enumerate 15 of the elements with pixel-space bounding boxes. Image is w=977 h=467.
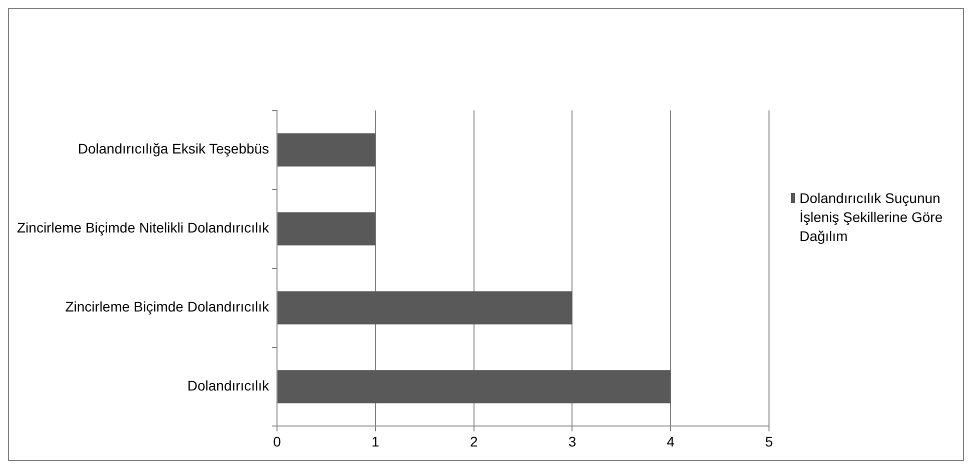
- x-tick-label: 3: [568, 433, 576, 450]
- y-tick-label: Zincirleme Biçimde Dolandırıcılık: [65, 298, 270, 315]
- legend-label: Dolandırıcılık Suçunun İşleniş Şekillerine Göre Dağılım: [799, 189, 944, 246]
- bar: [278, 291, 572, 324]
- x-tick-label: 2: [470, 433, 478, 450]
- y-tick-label: Zincirleme Biçimde Nitelikli Dolandırıcılık: [17, 220, 270, 236]
- y-tick-label: Dolandırıcılığa Eksik Teşebbüs: [78, 140, 270, 157]
- bar: [278, 212, 376, 246]
- y-tick-label: Dolandırıcılık: [187, 378, 270, 394]
- x-tick-label: 0: [273, 433, 282, 450]
- x-tick-label: 5: [765, 433, 774, 450]
- x-tick-label: 4: [666, 433, 675, 450]
- bar: [278, 133, 376, 166]
- bar: [278, 370, 671, 404]
- x-tick-label: 1: [372, 433, 380, 450]
